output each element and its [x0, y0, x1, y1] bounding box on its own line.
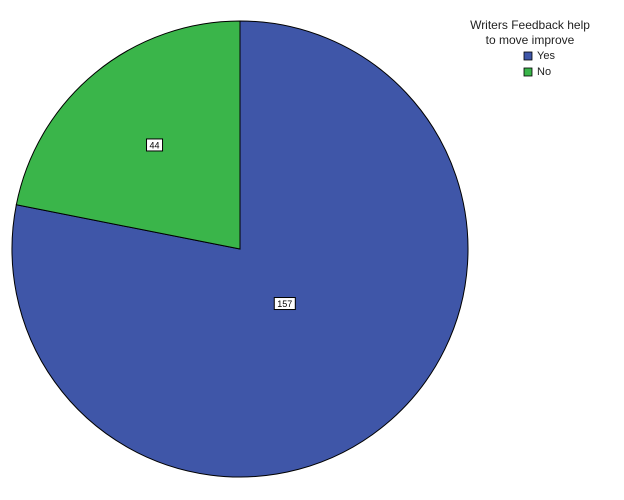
data-label: 44	[150, 140, 160, 150]
legend-swatch	[523, 67, 533, 77]
legend-swatch	[523, 51, 533, 61]
legend-label: No	[537, 66, 551, 78]
data-label-box	[273, 297, 296, 311]
legend-title: Writers Feedback help to move improve	[470, 18, 590, 47]
pie-slice	[15, 20, 241, 250]
data-label: 157	[277, 299, 292, 309]
legend-label: Yes	[537, 50, 555, 62]
data-label-box	[146, 138, 164, 152]
